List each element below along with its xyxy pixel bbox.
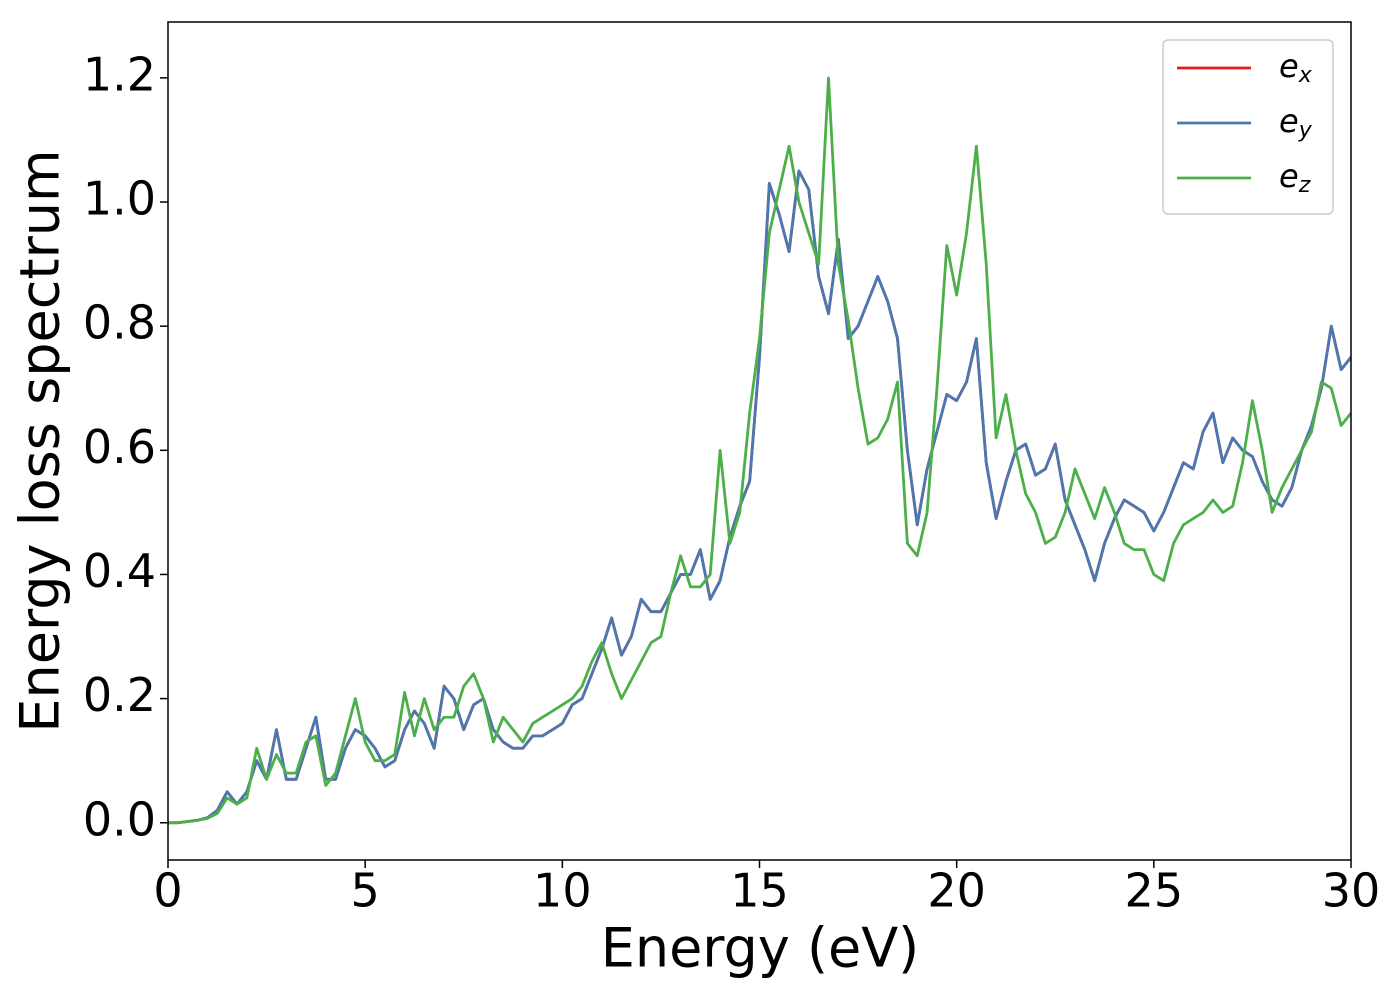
x-tick-label: 30 <box>1322 864 1381 918</box>
legend-label: ez <box>1279 157 1311 198</box>
x-tick-label: 10 <box>533 864 592 918</box>
y-tick-label: 0.4 <box>83 544 156 598</box>
y-tick-label: 1.2 <box>83 47 156 101</box>
x-tick-label: 0 <box>153 864 182 918</box>
x-tick-label: 20 <box>927 864 986 918</box>
legend-label: ey <box>1279 102 1313 143</box>
series-line <box>168 76 1351 825</box>
x-tick-label: 25 <box>1125 864 1184 918</box>
y-tick-label: 0.2 <box>83 668 156 722</box>
x-axis-label: Energy (eV) <box>601 917 920 980</box>
plot-frame <box>167 21 1352 861</box>
x-tick-label: 5 <box>351 864 380 918</box>
x-tick-label: 15 <box>730 864 789 918</box>
y-tick-label: 0.6 <box>83 420 156 474</box>
y-axis-label: Energy loss spectrum <box>9 149 72 732</box>
y-tick-label: 0.0 <box>83 792 156 846</box>
legend-box <box>1162 39 1334 215</box>
legend-label: ex <box>1279 47 1313 88</box>
y-tick-label: 0.8 <box>83 296 156 350</box>
y-tick-label: 1.0 <box>83 172 156 226</box>
